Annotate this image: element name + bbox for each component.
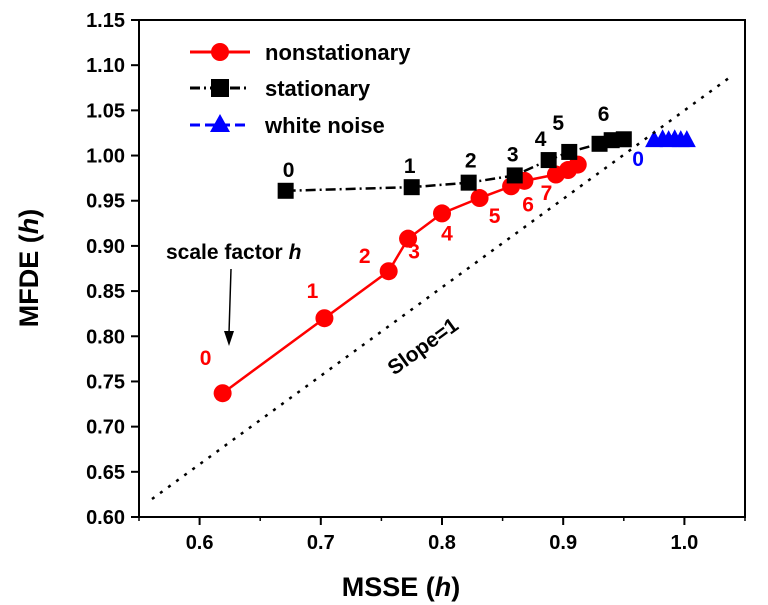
legend-item-nonstationary: nonstationary [190, 40, 411, 65]
legend-label-nonstationary: nonstationary [265, 40, 411, 65]
x-tick-label: 0.7 [307, 532, 335, 554]
legend-marker-triangle [210, 114, 230, 132]
data-point-square [506, 167, 523, 184]
legend-marker-square [211, 79, 229, 97]
x-axis-title: MSSE (h) [342, 572, 461, 602]
data-point-square [460, 174, 477, 191]
x-tick-label: 1.0 [670, 532, 698, 554]
point-label: 0 [200, 347, 212, 370]
point-label: 1 [307, 280, 319, 303]
point-label: 4 [535, 128, 547, 151]
point-label: 2 [359, 245, 371, 268]
data-point-circle [568, 155, 587, 174]
y-tick-label: 0.65 [86, 462, 125, 484]
plot-frame [138, 19, 746, 518]
data-point-circle [399, 229, 418, 248]
data-point-triangle [677, 130, 696, 148]
scale-factor-arrow [228, 268, 232, 334]
scale-factor-arrowhead [224, 331, 234, 346]
y-tick-label: 0.70 [86, 417, 125, 439]
data-point-circle [379, 262, 398, 281]
y-tick-label: 0.85 [86, 281, 125, 303]
slope-annotation: Slope=1 [384, 313, 463, 379]
point-label: 5 [489, 205, 501, 228]
legend-item-white-noise: white noise [190, 113, 385, 138]
point-label: 1 [404, 155, 416, 178]
point-label: 6 [522, 193, 534, 216]
point-label: 6 [598, 103, 610, 126]
x-tick-label: 0.8 [428, 532, 456, 554]
data-point-circle [213, 384, 232, 403]
x-tick-label: 0.6 [186, 532, 214, 554]
legend-item-stationary: stationary [190, 76, 371, 101]
point-label: 0 [632, 148, 644, 171]
data-point-square [403, 179, 420, 196]
slope-reference-line [151, 73, 734, 501]
data-point-square [561, 143, 578, 160]
legend-marker-circle [211, 43, 229, 61]
point-label: 3 [408, 241, 420, 264]
point-label: 4 [441, 222, 453, 245]
legend-label-stationary: stationary [265, 76, 371, 101]
data-point-square [591, 135, 608, 152]
point-label: 2 [465, 150, 477, 173]
legend-label-white-noise: white noise [264, 113, 385, 138]
y-tick-label: 0.80 [86, 326, 125, 348]
x-tick-label: 0.9 [549, 532, 577, 554]
point-label: 7 [541, 182, 553, 205]
data-point-square [603, 132, 620, 149]
y-tick-label: 1.10 [86, 55, 125, 77]
data-point-circle [470, 189, 489, 208]
data-point-circle [315, 309, 334, 328]
y-tick-label: 0.60 [86, 507, 125, 529]
scale-factor-annotation: scale factor h [166, 241, 301, 264]
point-label: 0 [283, 159, 295, 182]
data-point-square [277, 182, 294, 199]
point-label: 3 [507, 143, 519, 166]
data-point-circle [433, 204, 451, 223]
y-tick-label: 1.15 [86, 10, 125, 32]
data-point-square [540, 152, 557, 169]
y-tick-label: 1.05 [86, 100, 125, 122]
legend: nonstationary stationary white noise [190, 40, 411, 138]
y-tick-label: 0.90 [86, 236, 125, 258]
y-axis-title: MFDE (h) [14, 209, 44, 328]
y-tick-label: 0.95 [86, 191, 125, 213]
data-point-square [615, 131, 632, 148]
y-tick-label: 0.75 [86, 371, 125, 393]
y-tick-label: 1.00 [86, 146, 125, 168]
point-label: 5 [552, 112, 564, 135]
